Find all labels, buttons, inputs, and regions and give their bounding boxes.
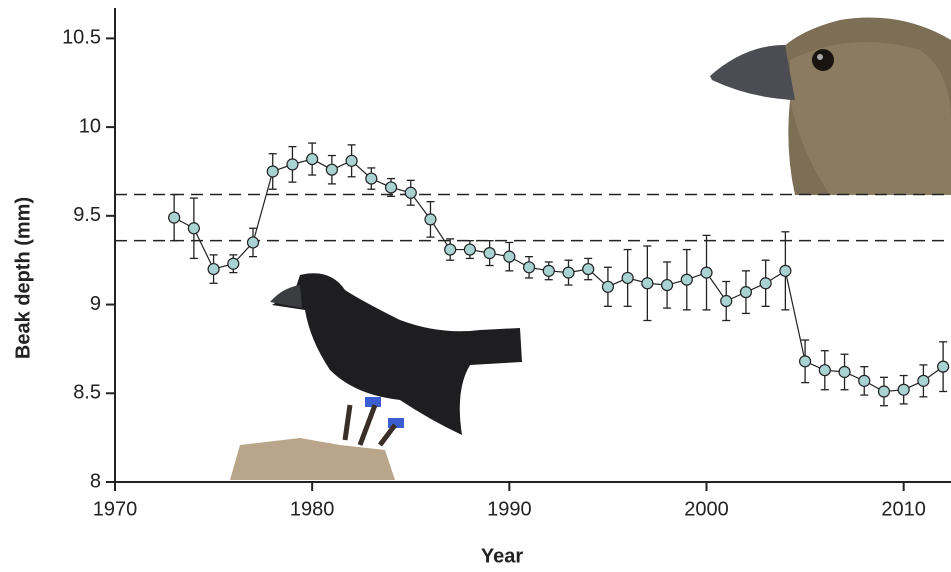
data-point bbox=[246, 236, 260, 249]
data-point bbox=[503, 250, 516, 263]
data-point bbox=[641, 277, 654, 290]
data-point bbox=[838, 365, 851, 379]
y-axis-title: Beak depth (mm) bbox=[12, 197, 34, 359]
y-tick-label: 10 bbox=[79, 115, 101, 137]
x-tick-label: 1970 bbox=[93, 498, 138, 520]
data-point bbox=[601, 280, 615, 293]
y-tick-label: 8 bbox=[90, 470, 101, 492]
data-point bbox=[463, 243, 477, 256]
data-point bbox=[266, 165, 279, 178]
data-point bbox=[562, 266, 575, 279]
data-point bbox=[858, 374, 871, 387]
data-point bbox=[207, 262, 220, 276]
data-point bbox=[542, 264, 555, 277]
x-tick-label: 2000 bbox=[684, 498, 729, 520]
data-point bbox=[739, 286, 753, 299]
data-point bbox=[227, 257, 240, 270]
data-point bbox=[700, 266, 713, 279]
x-tick-label: 1980 bbox=[290, 498, 335, 520]
data-point bbox=[798, 355, 812, 368]
data-point bbox=[937, 360, 950, 373]
data-point bbox=[917, 374, 930, 387]
data-point bbox=[365, 172, 378, 185]
x-tick-label: 1990 bbox=[487, 498, 532, 520]
data-point bbox=[444, 243, 457, 256]
data-point bbox=[384, 181, 398, 194]
data-point bbox=[582, 262, 595, 276]
data-line bbox=[173, 158, 944, 393]
data-point bbox=[660, 278, 674, 292]
x-tick-label: 2010 bbox=[881, 498, 926, 520]
data-point bbox=[818, 364, 831, 377]
data-point bbox=[779, 264, 792, 277]
data-point bbox=[424, 213, 437, 226]
data-point bbox=[720, 294, 733, 308]
data-point bbox=[325, 163, 338, 176]
x-axis-title: Year bbox=[481, 545, 523, 567]
y-tick-label: 9 bbox=[90, 293, 101, 315]
y-tick-label: 10.5 bbox=[62, 27, 101, 49]
data-point bbox=[404, 186, 417, 199]
data-point bbox=[345, 154, 358, 167]
data-point bbox=[187, 222, 200, 235]
finch-head-photo bbox=[710, 17, 951, 195]
finch-body-photo bbox=[230, 273, 522, 480]
data-point bbox=[680, 273, 693, 286]
data-point bbox=[483, 246, 496, 260]
data-point bbox=[306, 152, 319, 166]
data-point bbox=[522, 261, 536, 274]
y-tick-label: 8.5 bbox=[73, 382, 101, 404]
data-point bbox=[877, 385, 891, 398]
data-point bbox=[759, 277, 772, 290]
data-point bbox=[286, 158, 299, 171]
data-point bbox=[897, 383, 910, 396]
data-point bbox=[168, 211, 181, 224]
data-point bbox=[621, 271, 634, 285]
y-tick-label: 9.5 bbox=[73, 204, 101, 226]
